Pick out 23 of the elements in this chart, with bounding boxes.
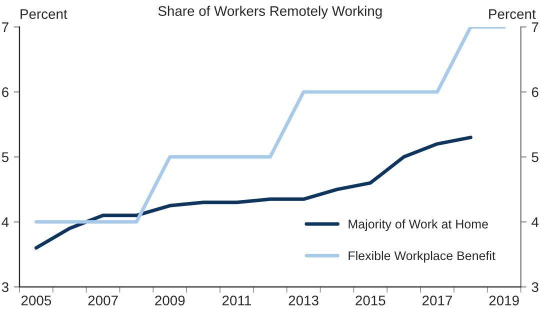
- y2-tick-label: 3: [532, 282, 538, 292]
- y-axis-title: Percent: [20, 9, 68, 19]
- y2-tick-label: 4: [532, 217, 539, 227]
- x-tick-label: 2011: [222, 296, 251, 306]
- y2-tick-label: 6: [532, 87, 538, 98]
- x-tick-label: 2017: [422, 296, 452, 306]
- y2-tick-label: 5: [532, 152, 538, 162]
- x-tick-label: 2019: [489, 296, 519, 306]
- y2-axis-title: Percent: [489, 9, 536, 19]
- y2-tick-label: 7: [532, 22, 538, 32]
- legend-label: Flexible Workplace Benefit: [348, 250, 496, 263]
- x-tick-label: 2015: [356, 296, 386, 306]
- x-tick-label: 2009: [155, 296, 185, 306]
- x-tick-label: 2007: [88, 296, 118, 306]
- chart-title: Share of Workers Remotely Working: [158, 6, 382, 19]
- x-tick-label: 2005: [21, 296, 52, 306]
- y-tick-label: 3: [2, 282, 8, 292]
- y-tick-label: 5: [2, 152, 8, 162]
- legend-label: Majority of Work at Home: [348, 219, 488, 231]
- y-tick-label: 6: [2, 87, 8, 98]
- y-tick-label: 7: [2, 22, 8, 32]
- x-tick-label: 2013: [288, 296, 318, 306]
- y-tick-label: 4: [2, 217, 9, 227]
